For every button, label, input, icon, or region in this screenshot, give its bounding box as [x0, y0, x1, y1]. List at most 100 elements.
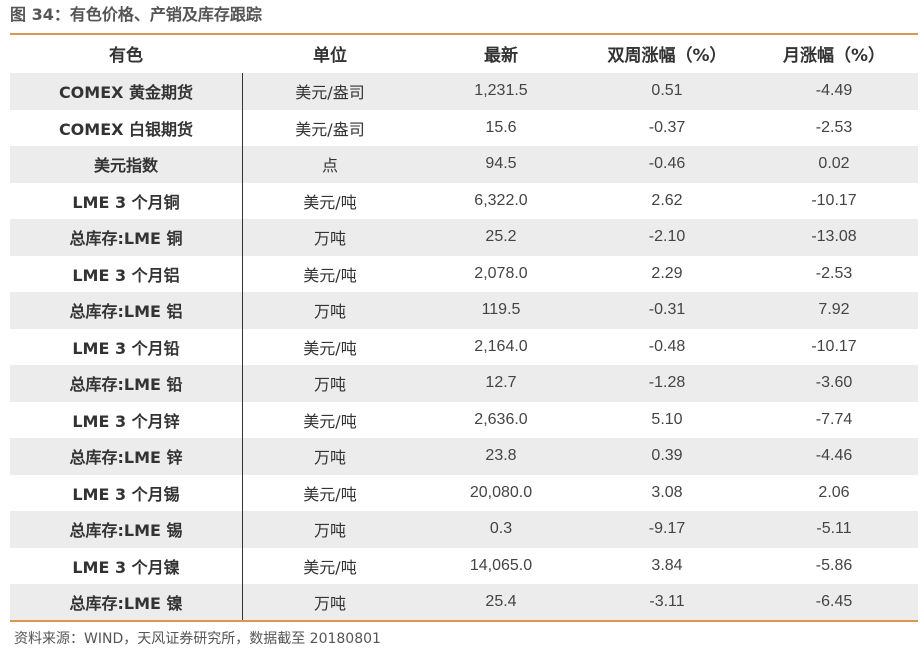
table-row: 总库存:LME 铅 万吨 12.7 -1.28 -3.60 [10, 365, 918, 402]
monthly-change-cell: -3.60 [815, 374, 853, 392]
header-cell-monthly-change: 月涨幅（%） [782, 46, 886, 66]
table-header-row: 有色 单位 最新 双周涨幅（%） 月涨幅（%） [10, 35, 918, 72]
unit-cell: 美元/吨 [303, 484, 357, 504]
metal-cell: 总库存:LME 镍 [69, 594, 183, 614]
unit-cell: 美元/盎司 [295, 83, 365, 103]
latest-cell: 20,080.0 [469, 483, 533, 501]
unit-cell: 万吨 [313, 448, 346, 468]
unit-cell: 美元/吨 [303, 557, 357, 577]
unit-cell: 万吨 [313, 375, 346, 395]
monthly-change-cell: -10.17 [811, 191, 857, 209]
latest-cell: 23.8 [485, 447, 517, 465]
biweekly-change-cell: -9.17 [648, 520, 686, 538]
metal-cell: 总库存:LME 铜 [69, 229, 183, 249]
monthly-change-cell: -2.53 [815, 118, 853, 136]
metal-cell: 总库存:LME 铝 [69, 302, 183, 322]
table-row: LME 3 个月铝 美元/吨 2,078.0 2.29 -2.53 [10, 256, 918, 293]
metal-cell: LME 3 个月铝 [72, 265, 180, 285]
latest-cell: 2,164.0 [474, 337, 528, 355]
table-bottom-rule [10, 620, 918, 622]
metal-cell: LME 3 个月铜 [72, 192, 180, 212]
table-row: LME 3 个月锡 美元/吨 20,080.0 3.08 2.06 [10, 475, 918, 512]
biweekly-change-cell: 0.51 [651, 82, 683, 100]
latest-cell: 25.4 [485, 593, 517, 611]
latest-cell: 15.6 [485, 118, 517, 136]
biweekly-change-cell: -1.28 [648, 374, 686, 392]
table-row: 总库存:LME 锌 万吨 23.8 0.39 -4.46 [10, 438, 918, 475]
table-row: 总库存:LME 锡 万吨 0.3 -9.17 -5.11 [10, 511, 918, 548]
metal-cell: 总库存:LME 锌 [69, 448, 183, 468]
monthly-change-cell: -2.53 [815, 264, 853, 282]
table-top-rule [10, 33, 918, 35]
unit-cell: 美元/吨 [303, 338, 357, 358]
monthly-change-cell: 0.02 [818, 155, 850, 173]
latest-cell: 119.5 [481, 301, 521, 319]
table-row: COMEX 黄金期货 美元/盎司 1,231.5 0.51 -4.49 [10, 73, 918, 110]
table-row: 总库存:LME 铜 万吨 25.2 -2.10 -13.08 [10, 219, 918, 256]
latest-cell: 25.2 [485, 228, 517, 246]
biweekly-change-cell: 0.39 [651, 447, 683, 465]
unit-cell: 美元/吨 [303, 192, 357, 212]
unit-cell: 美元/盎司 [295, 119, 365, 139]
unit-cell: 万吨 [313, 229, 346, 249]
table-body: COMEX 黄金期货 美元/盎司 1,231.5 0.51 -4.49 COMEX 白银期… [10, 73, 918, 621]
header-cell-biweekly-change: 双周涨幅（%） [607, 46, 727, 66]
source-note: 资料来源：WIND，天风证券研究所，数据截至 20180801 [14, 631, 381, 647]
table-row: LME 3 个月镍 美元/吨 14,065.0 3.84 -5.86 [10, 548, 918, 585]
monthly-change-cell: -10.17 [811, 337, 857, 355]
biweekly-change-cell: -0.31 [648, 301, 686, 319]
biweekly-change-cell: -0.48 [648, 337, 686, 355]
table-row: LME 3 个月铅 美元/吨 2,164.0 -0.48 -10.17 [10, 329, 918, 366]
monthly-change-cell: -5.86 [815, 556, 853, 574]
table-row: COMEX 白银期货 美元/盎司 15.6 -0.37 -2.53 [10, 110, 918, 147]
latest-cell: 0.3 [489, 520, 513, 538]
metal-cell: 总库存:LME 锡 [69, 521, 183, 541]
header-cell-unit: 单位 [313, 46, 347, 66]
biweekly-change-cell: -0.37 [648, 118, 686, 136]
biweekly-change-cell: 3.84 [651, 556, 683, 574]
unit-cell: 万吨 [313, 594, 346, 614]
metal-cell: 总库存:LME 铅 [69, 375, 183, 395]
monthly-change-cell: -4.46 [815, 447, 853, 465]
latest-cell: 94.5 [485, 155, 517, 173]
header-cell-metal: 有色 [109, 46, 143, 66]
table-row: LME 3 个月铜 美元/吨 6,322.0 2.62 -10.17 [10, 183, 918, 220]
table-row: LME 3 个月锌 美元/吨 2,636.0 5.10 -7.74 [10, 402, 918, 439]
latest-cell: 2,636.0 [474, 410, 528, 428]
unit-cell: 美元/吨 [303, 265, 357, 285]
biweekly-change-cell: 5.10 [651, 410, 683, 428]
table-row: 总库存:LME 镍 万吨 25.4 -3.11 -6.45 [10, 584, 918, 621]
monthly-change-cell: 2.06 [818, 483, 850, 501]
figure-title: 图 34：有色价格、产销及库存跟踪 [10, 5, 262, 24]
monthly-change-cell: 7.92 [818, 301, 850, 319]
latest-cell: 12.7 [485, 374, 517, 392]
table-row: 美元指数 点 94.5 -0.46 0.02 [10, 146, 918, 183]
metal-cell: COMEX 白银期货 [58, 119, 194, 139]
latest-cell: 1,231.5 [474, 82, 528, 100]
monthly-change-cell: -5.11 [816, 520, 852, 538]
monthly-change-cell: -4.49 [815, 82, 853, 100]
unit-cell: 点 [321, 156, 338, 176]
metal-cell: COMEX 黄金期货 [58, 83, 194, 103]
biweekly-change-cell: -3.11 [649, 593, 685, 611]
biweekly-change-cell: -2.10 [648, 228, 686, 246]
unit-cell: 美元/吨 [303, 411, 357, 431]
latest-cell: 6,322.0 [474, 191, 528, 209]
unit-cell: 万吨 [313, 521, 346, 541]
biweekly-change-cell: 2.62 [651, 191, 683, 209]
metal-cell: 美元指数 [93, 156, 158, 176]
biweekly-change-cell: 2.29 [651, 264, 683, 282]
unit-cell: 万吨 [313, 302, 346, 322]
latest-cell: 14,065.0 [469, 556, 533, 574]
metal-cell: LME 3 个月锡 [72, 484, 180, 504]
header-cell-latest: 最新 [484, 46, 518, 66]
monthly-change-cell: -6.45 [815, 593, 853, 611]
biweekly-change-cell: 3.08 [651, 483, 683, 501]
table-row: 总库存:LME 铝 万吨 119.5 -0.31 7.92 [10, 292, 918, 329]
metal-cell: LME 3 个月铅 [72, 338, 180, 358]
monthly-change-cell: -7.74 [815, 410, 853, 428]
column-divider [242, 73, 243, 620]
metal-cell: LME 3 个月锌 [72, 411, 180, 431]
metal-cell: LME 3 个月镍 [72, 557, 180, 577]
biweekly-change-cell: -0.46 [648, 155, 686, 173]
